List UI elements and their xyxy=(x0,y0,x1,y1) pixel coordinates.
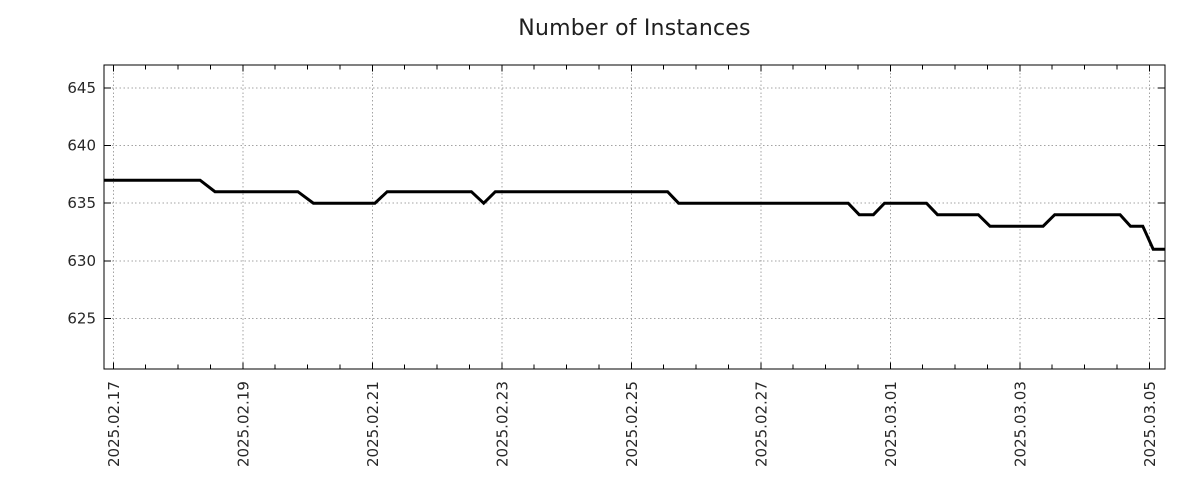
x-tick-label: 2025.02.17 xyxy=(105,381,123,467)
plot-border xyxy=(103,64,1166,370)
x-tick-label: 2025.02.23 xyxy=(493,381,511,467)
x-tick-label: 2025.02.27 xyxy=(752,381,770,467)
y-tick-label: 640 xyxy=(67,137,96,155)
x-tick-label: 2025.02.25 xyxy=(623,381,641,467)
y-tick-label: 645 xyxy=(67,79,96,97)
x-tick-label: 2025.03.05 xyxy=(1141,381,1159,467)
x-tick-label: 2025.03.03 xyxy=(1011,381,1029,467)
x-axis-labels: 2025.02.17 2025.02.19 2025.02.21 2025.02.23… xyxy=(105,381,1159,467)
y-tick-label: 625 xyxy=(67,309,96,327)
x-tick-label: 2025.02.19 xyxy=(234,381,252,467)
gridlines xyxy=(104,65,1165,369)
axis-ticks xyxy=(104,65,1165,369)
series-line-number-of-instances xyxy=(104,178,1165,251)
y-tick-label: 630 xyxy=(67,252,96,270)
y-tick-label: 635 xyxy=(67,194,96,212)
y-axis-labels: 625 630 635 640 645 xyxy=(67,79,96,327)
x-tick-label: 2025.02.21 xyxy=(364,381,382,467)
chart-title: Number of Instances xyxy=(518,16,751,41)
x-tick-label: 2025.03.01 xyxy=(882,381,900,467)
